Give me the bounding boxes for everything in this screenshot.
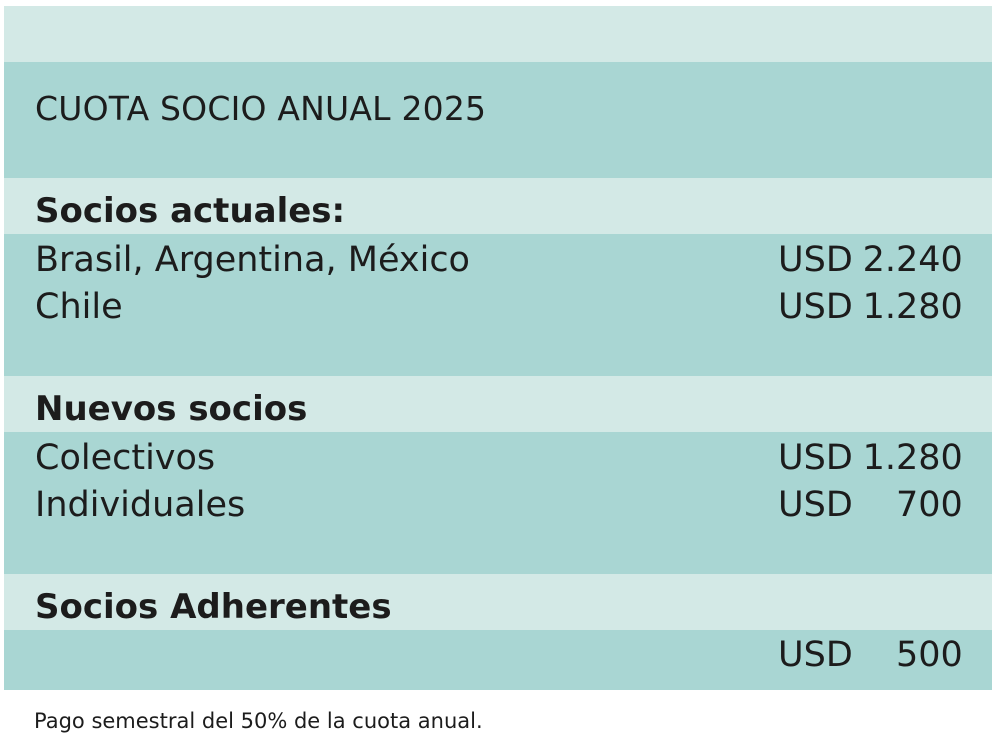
row-price: USD 500 [778,638,963,673]
row-label: Colectivos [35,438,216,478]
row-price: USD 1.280 [778,290,963,325]
amount: 1.280 [862,287,963,327]
row-label: Chile [35,287,123,327]
table-title: CUOTA SOCIO ANUAL 2025 [35,89,487,128]
rows-band-socios-actuales [4,234,992,376]
footnote: Pago semestral del 50% de la cuota anual… [34,709,483,733]
section-band-nuevos-socios [4,376,992,432]
amount: 1.280 [862,438,963,478]
currency: USD [778,240,853,280]
rows-band-nuevos-socios [4,432,992,574]
section-heading-nuevos-socios: Nuevos socios [35,389,308,429]
row-label: Individuales [35,485,246,525]
row-price: USD 2.240 [778,243,963,278]
title-band [4,62,992,178]
currency: USD [778,438,853,478]
section-band-socios-actuales [4,178,992,234]
section-heading-socios-actuales: Socios actuales: [35,191,346,231]
section-band-socios-adherentes [4,574,992,630]
row-label: Brasil, Argentina, México [35,240,470,280]
top-band [4,6,992,62]
currency: USD [778,635,853,675]
row-price: USD 700 [778,488,963,523]
amount: 500 [895,635,963,675]
fee-table: CUOTA SOCIO ANUAL 2025 Socios actuales: … [4,6,992,690]
amount: 2.240 [862,240,963,280]
section-heading-socios-adherentes: Socios Adherentes [35,587,392,627]
currency: USD [778,287,853,327]
row-price: USD 1.280 [778,441,963,476]
rows-band-socios-adherentes [4,630,992,690]
currency: USD [778,485,853,525]
amount: 700 [895,485,963,525]
